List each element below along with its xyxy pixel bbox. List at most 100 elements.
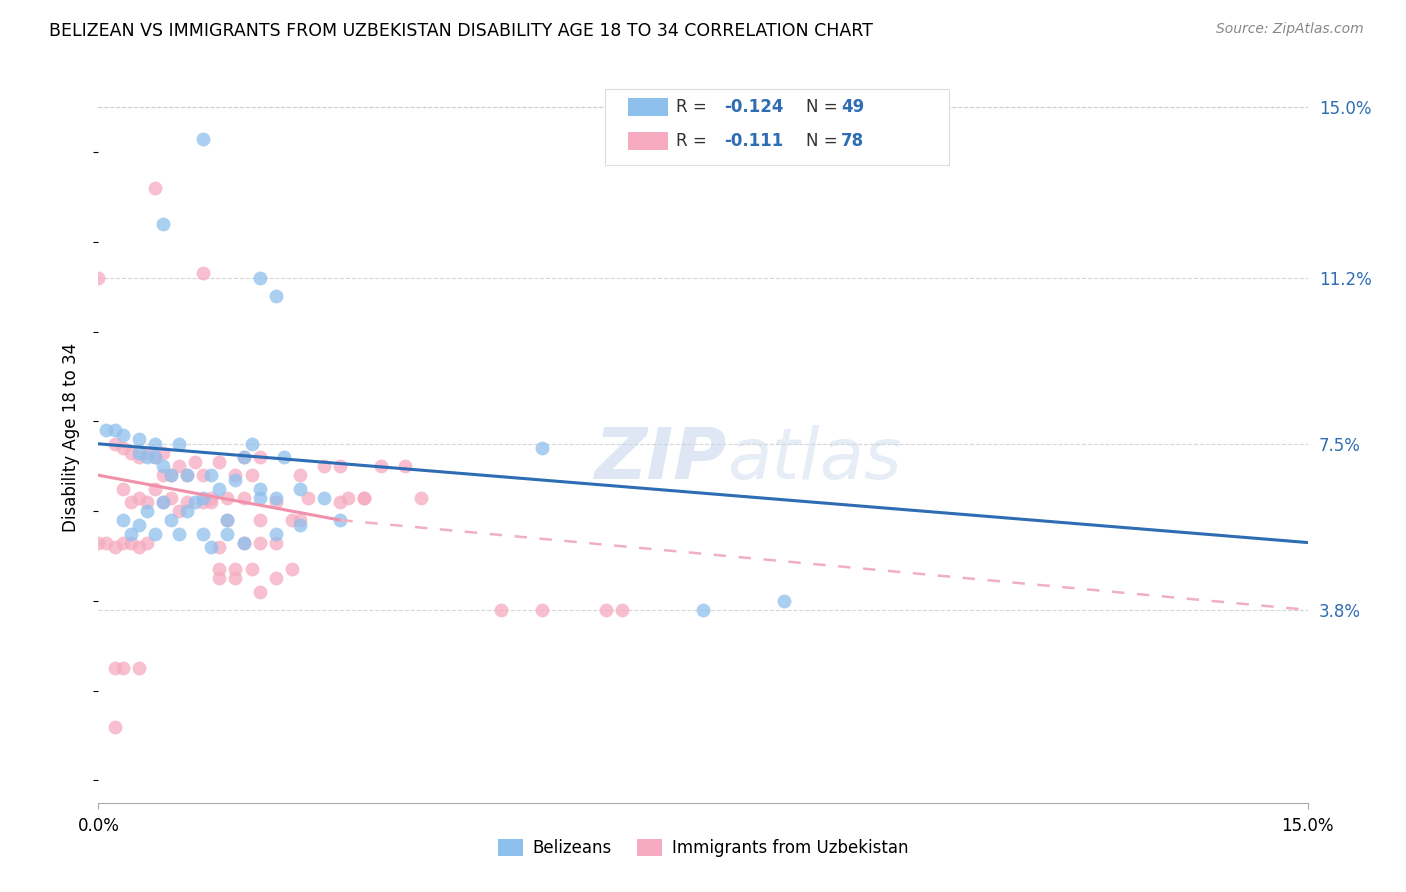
Point (128, 433, 150, 447)
Point (249, 513, 271, 527)
Point (208, 540, 231, 554)
Point (176, 495, 198, 509)
Text: -0.111: -0.111 (724, 132, 783, 150)
Point (152, 446, 174, 460)
Point (128, 450, 150, 465)
Point (370, 459, 392, 474)
Point (176, 468, 198, 483)
Point (224, 562, 246, 576)
Point (264, 535, 287, 549)
Point (232, 450, 254, 465)
Point (772, 594, 794, 608)
Point (152, 217, 174, 231)
Point (167, 437, 190, 451)
Point (217, 491, 239, 505)
Point (249, 270, 271, 285)
Point (111, 427, 134, 442)
Point (249, 491, 271, 505)
Point (135, 504, 157, 518)
Point (152, 495, 174, 509)
Point (120, 495, 142, 509)
Point (128, 446, 150, 460)
Point (314, 459, 336, 474)
Point (143, 526, 166, 541)
Point (329, 459, 352, 474)
Point (193, 495, 215, 509)
Point (135, 495, 157, 509)
Point (224, 473, 246, 487)
Legend: Belizeans, Immigrants from Uzbekistan: Belizeans, Immigrants from Uzbekistan (491, 832, 915, 864)
Point (193, 131, 215, 145)
Point (353, 491, 375, 505)
Point (184, 455, 207, 469)
Text: -0.124: -0.124 (724, 98, 783, 116)
Point (87, 535, 110, 549)
Point (208, 482, 231, 496)
Point (288, 517, 311, 532)
Point (128, 540, 150, 554)
Point (337, 491, 360, 505)
Point (143, 482, 166, 496)
Point (135, 446, 157, 460)
Point (240, 468, 263, 483)
Point (224, 571, 246, 585)
Point (208, 455, 231, 469)
Point (232, 535, 254, 549)
Point (491, 603, 513, 617)
Point (135, 535, 157, 549)
Point (249, 450, 271, 465)
Point (329, 513, 352, 527)
Point (264, 526, 287, 541)
Point (193, 526, 215, 541)
Point (152, 459, 174, 474)
Point (240, 437, 263, 451)
Point (264, 491, 287, 505)
Point (353, 491, 375, 505)
Point (167, 459, 190, 474)
Point (160, 491, 183, 505)
Point (103, 540, 125, 554)
Point (264, 571, 287, 585)
Point (111, 661, 134, 675)
Point (111, 535, 134, 549)
Point (128, 491, 150, 505)
Point (128, 661, 150, 675)
Point (200, 468, 222, 483)
Point (329, 495, 352, 509)
Text: BELIZEAN VS IMMIGRANTS FROM UZBEKISTAN DISABILITY AGE 18 TO 34 CORRELATION CHART: BELIZEAN VS IMMIGRANTS FROM UZBEKISTAN D… (49, 22, 873, 40)
Point (200, 495, 222, 509)
Point (111, 513, 134, 527)
Text: 78: 78 (841, 132, 863, 150)
Point (128, 517, 150, 532)
Point (152, 495, 174, 509)
Text: 49: 49 (841, 98, 865, 116)
Point (120, 526, 142, 541)
Point (217, 526, 239, 541)
Text: R =: R = (676, 132, 707, 150)
Point (530, 442, 553, 456)
Point (217, 513, 239, 527)
Point (176, 504, 198, 518)
Point (595, 603, 617, 617)
Point (167, 526, 190, 541)
Point (208, 571, 231, 585)
Text: N =: N = (806, 98, 837, 116)
Point (264, 289, 287, 303)
Point (160, 513, 183, 527)
Point (103, 423, 125, 437)
Point (193, 266, 215, 280)
Point (232, 491, 254, 505)
Point (273, 450, 295, 465)
Point (193, 468, 215, 483)
Point (224, 468, 246, 483)
Point (103, 661, 125, 675)
Point (288, 468, 311, 483)
Point (288, 513, 311, 527)
Point (288, 482, 311, 496)
Point (103, 719, 125, 733)
Point (281, 513, 304, 527)
Point (297, 491, 319, 505)
Point (208, 562, 231, 576)
Point (111, 482, 134, 496)
Point (143, 181, 166, 195)
